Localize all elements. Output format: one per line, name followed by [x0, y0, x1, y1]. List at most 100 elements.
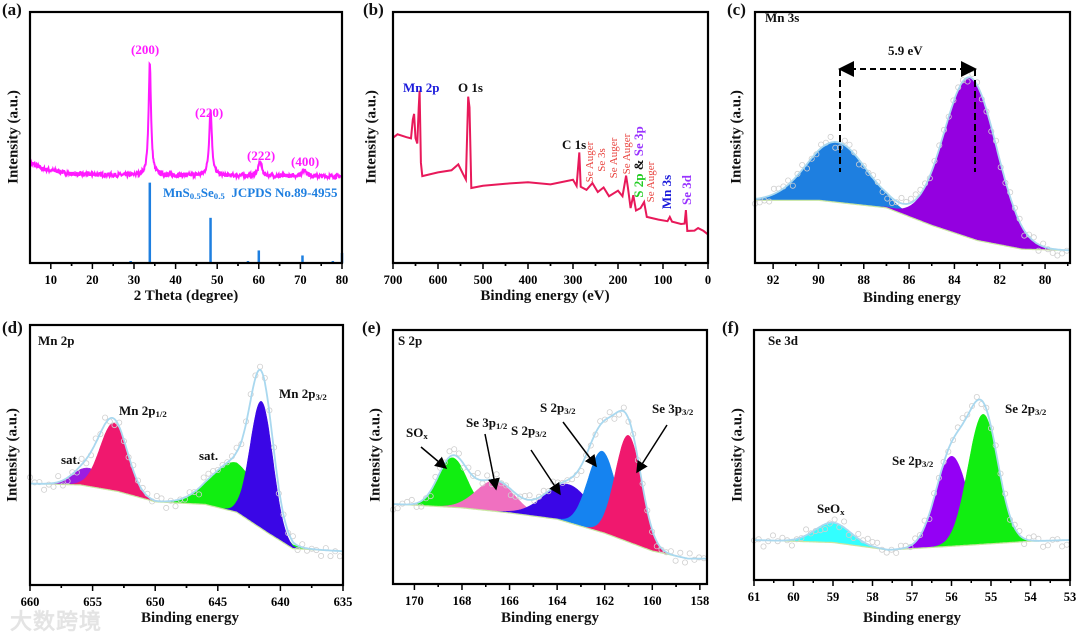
label-mn2p: Mn 2p: [403, 80, 440, 95]
label-main: SO: [406, 425, 424, 440]
raw-data-point: [200, 474, 207, 481]
raw-data-point: [531, 497, 538, 504]
raw-data-point: [770, 185, 777, 192]
x-tick-label: 80: [336, 273, 349, 287]
x-tick-label: 70: [294, 273, 307, 287]
x-tick-label: 158: [690, 594, 709, 608]
raw-data-point: [827, 133, 834, 140]
raw-data-point: [898, 194, 905, 201]
fit-envelope-line: [754, 398, 1070, 551]
x-tick-label: 54: [1024, 590, 1037, 604]
raw-data-point: [804, 165, 811, 172]
ref-jcpds: JCPDS No.89-4955: [224, 185, 338, 200]
x-tick-label: 650: [146, 595, 165, 609]
panel-a-tag: (a): [2, 0, 22, 19]
label-main: Mn 2p: [119, 403, 156, 418]
x-tick-label: 30: [128, 273, 141, 287]
plot-frame: [753, 10, 1072, 265]
raw-data-point: [55, 473, 62, 480]
label-main: S 2p: [511, 423, 536, 438]
x-tick-label: 88: [858, 273, 871, 287]
panel-c-title: Mn 3s: [765, 10, 800, 25]
raw-data-point: [865, 169, 872, 176]
peak-label-200: (200): [131, 42, 160, 57]
x-tick-label: 400: [519, 273, 538, 287]
label-se3p12: Se 3p1/2: [466, 415, 507, 431]
x-tick-label: 56: [945, 590, 958, 604]
raw-data-point: [658, 546, 665, 553]
x-tick-label: 57: [906, 590, 919, 604]
background-line: [393, 503, 707, 560]
x-tick-label: 168: [453, 594, 472, 608]
x-tick-label: 40: [169, 273, 182, 287]
survey-spectrum-line: [392, 90, 709, 236]
raw-data-point: [50, 483, 57, 490]
raw-data-point: [1044, 542, 1051, 549]
panel-d-xlabel: Binding energy: [141, 610, 239, 626]
raw-data-point: [59, 482, 66, 489]
peak-label-400: (400): [291, 154, 320, 169]
raw-data-point: [912, 191, 919, 198]
label-main: Se 2p: [1005, 401, 1035, 416]
panel-c-xlabel: Binding energy: [863, 290, 961, 306]
x-tick-label: 700: [384, 273, 403, 287]
mn2p-chart: 660 655 650 645 640 635: [21, 323, 352, 609]
label-sub: 3/2: [315, 392, 327, 403]
x-tick-label: 0: [705, 273, 711, 287]
raw-data-point: [224, 459, 231, 466]
raw-data-point: [691, 556, 698, 563]
x-tick-label: 10: [45, 273, 58, 287]
raw-data-point: [893, 549, 900, 556]
raw-data-point: [760, 543, 767, 550]
label-se2p32: Se 2p3/2: [1005, 401, 1046, 417]
ref-sub: 0.5: [213, 191, 225, 202]
raw-data-point: [1030, 234, 1037, 241]
panel-f-title: Se 3d: [768, 333, 798, 348]
raw-data-point: [766, 198, 773, 205]
x-tick-label: 84: [948, 273, 961, 287]
label-se2p32: Se 2p3/2: [892, 453, 933, 469]
x-tick-label: 53: [1064, 590, 1077, 604]
raw-data-point: [205, 470, 212, 477]
label-main: Se 3p: [466, 415, 496, 430]
panel-f-xlabel: Binding energy: [863, 610, 961, 626]
raw-data-point: [686, 550, 693, 557]
raw-data-point: [427, 493, 434, 500]
raw-data-point: [191, 489, 198, 496]
raw-data-point: [418, 503, 425, 510]
label-c1s: C 1s: [562, 137, 587, 152]
plot-frame: [28, 10, 344, 265]
raw-data-point: [677, 549, 684, 556]
panel-d-tag: (d): [2, 318, 23, 337]
label-main: Se 3p: [652, 401, 682, 416]
label-sub: x: [840, 507, 845, 518]
label-sub: 3/2: [564, 406, 576, 417]
se3d-chart: 61 60 59 58 57 56 55 54 53: [748, 328, 1076, 604]
xrd-chart: 10 20 30 40 50 60 70 80: [28, 10, 348, 287]
x-tick-label: 50: [211, 273, 224, 287]
x-tick-label: 645: [208, 595, 227, 609]
raw-data-point: [45, 481, 52, 488]
raw-data-point: [318, 552, 325, 559]
raw-data-point: [36, 479, 43, 486]
x-tick-label: 82: [993, 273, 1006, 287]
raw-data-point: [484, 472, 491, 479]
peak-label-220: (220): [195, 105, 224, 120]
label-sub: 1/2: [495, 421, 508, 432]
raw-data-point: [102, 414, 109, 421]
panel-d-title: Mn 2p: [38, 333, 75, 348]
raw-data-point: [503, 482, 510, 489]
x-tick-label: 60: [787, 590, 800, 604]
x-tick-label: 160: [643, 594, 662, 608]
panel-b-tag: (b): [363, 0, 384, 19]
x-tick-label: 655: [83, 595, 102, 609]
raw-data-point: [884, 195, 891, 202]
raw-data-point: [540, 487, 547, 494]
raw-data-point: [611, 415, 618, 422]
fit-envelope-line: [754, 76, 1070, 252]
x-tick-label: 86: [903, 273, 916, 287]
raw-data-point: [1021, 540, 1028, 547]
panel-a-xlabel: 2 Theta (degree): [133, 288, 239, 304]
raw-data-point: [1049, 249, 1056, 256]
